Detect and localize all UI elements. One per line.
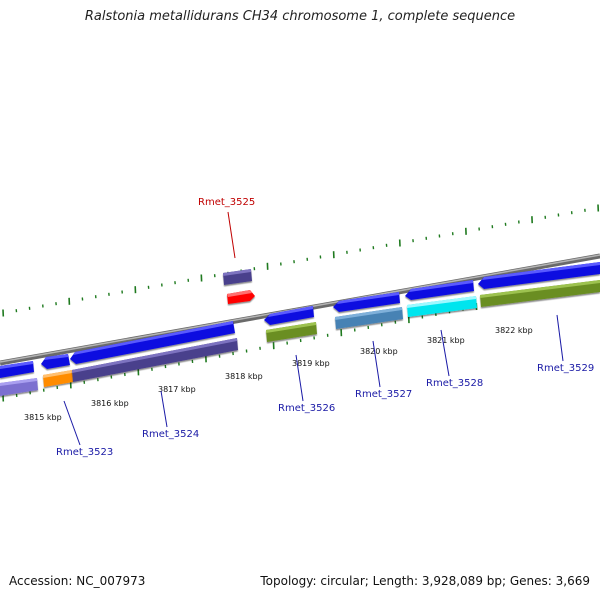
- feature-rmet-3528-cyan[interactable]: [407, 296, 477, 317]
- gene-label-leaders: [63, 211, 564, 446]
- feature-rmet-3528-blue[interactable]: [405, 280, 474, 300]
- gene-label-rmet-3524[interactable]: Rmet_3524: [142, 429, 199, 440]
- gene-label-rmet-3523[interactable]: Rmet_3523: [56, 447, 113, 458]
- gene-label-rmet-3528[interactable]: Rmet_3528: [426, 378, 483, 389]
- gene-label-rmet-3526[interactable]: Rmet_3526: [278, 403, 335, 414]
- outer-tick-ring: [2, 204, 600, 317]
- leader-rmet-3528: [440, 329, 450, 377]
- feature-orange[interactable]: [43, 370, 73, 387]
- map-title: Ralstonia metallidurans CH34 chromosome …: [84, 9, 516, 24]
- kbp-tick-labels: 3815 kbp 3816 kbp 3817 kbp 3818 kbp 3819…: [24, 326, 533, 422]
- accession-text: Accession: NC_007973: [9, 574, 146, 588]
- kbp-label: 3819 kbp: [292, 359, 330, 368]
- gene-labels: Rmet_3523 Rmet_3524 Rmet_3525 Rmet_3526 …: [56, 197, 594, 458]
- gene-label-rmet-3529[interactable]: Rmet_3529: [537, 363, 594, 374]
- leader-rmet-3525: [227, 211, 236, 259]
- feature-rmet-3529-olive[interactable]: [480, 280, 600, 307]
- feature-rmet-3529-blue[interactable]: [478, 262, 600, 289]
- feature-rmet-3523-blue[interactable]: [0, 361, 34, 378]
- kbp-label: 3822 kbp: [495, 326, 533, 335]
- gene-label-rmet-3527[interactable]: Rmet_3527: [355, 389, 412, 400]
- leader-rmet-3524: [160, 390, 168, 428]
- feature-rmet-3525-red[interactable]: [227, 290, 255, 304]
- kbp-label: 3816 kbp: [91, 399, 129, 408]
- feature-rmet-3524-purple[interactable]: [72, 338, 238, 382]
- leader-rmet-3529: [556, 314, 564, 362]
- feature-rmet-3524-blue[interactable]: [70, 321, 235, 364]
- leader-rmet-3523: [63, 400, 81, 446]
- feature-rmet-3523-lavender[interactable]: [0, 378, 38, 396]
- gene-label-rmet-3525[interactable]: Rmet_3525: [198, 197, 255, 208]
- feature-rmet-3527-blue[interactable]: [333, 292, 400, 312]
- leader-rmet-3527: [372, 340, 381, 388]
- feature-small-blue-arrow[interactable]: [41, 354, 70, 369]
- kbp-label: 3817 kbp: [158, 385, 196, 394]
- leader-rmet-3526: [295, 354, 304, 402]
- kbp-label: 3815 kbp: [24, 413, 62, 422]
- feature-rmet-3526-blue[interactable]: [264, 306, 314, 325]
- kbp-label: 3820 kbp: [360, 347, 398, 356]
- feature-rmet-3526-olive[interactable]: [266, 322, 317, 342]
- kbp-label: 3821 kbp: [427, 336, 465, 345]
- sequence-summary-text: Topology: circular; Length: 3,928,089 bp…: [260, 574, 590, 588]
- feature-rmet-3527-steel[interactable]: [335, 307, 403, 329]
- kbp-label: 3818 kbp: [225, 372, 263, 381]
- feature-rmet-3525-dark[interactable]: [223, 269, 252, 285]
